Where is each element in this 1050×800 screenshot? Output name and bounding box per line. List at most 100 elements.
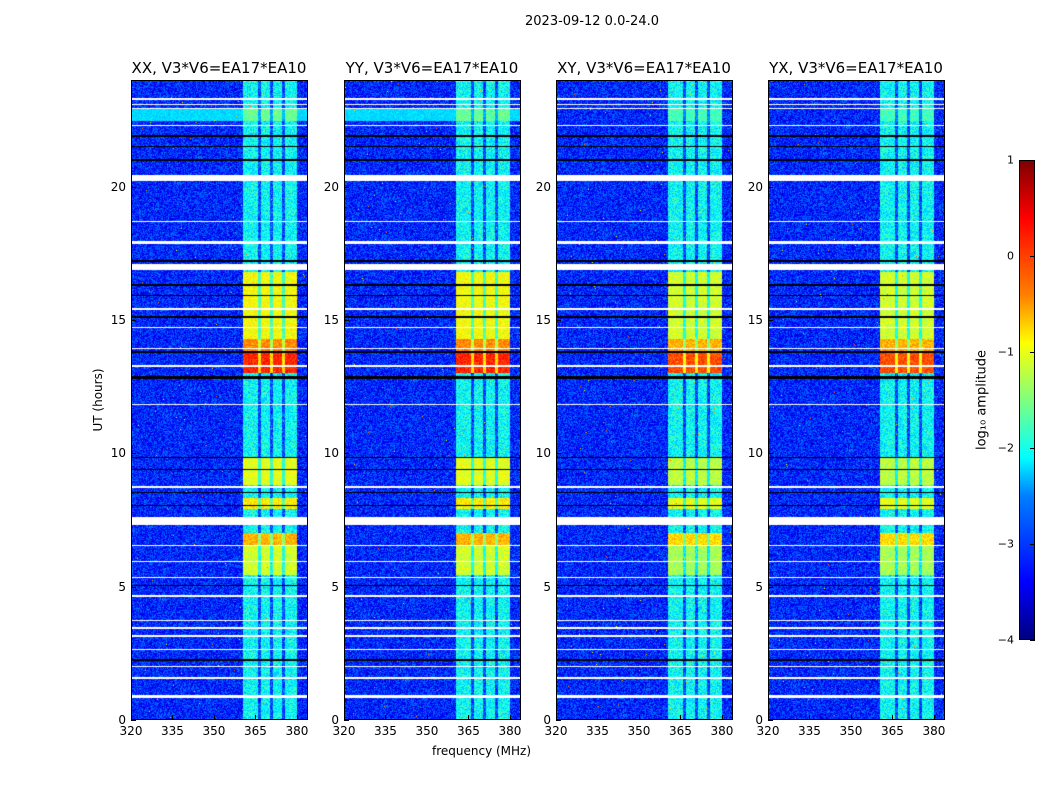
x-tick-label: 320 (544, 724, 568, 738)
x-tick (933, 715, 935, 720)
panel-title: YY, V3*V6=EA17*EA10 (345, 59, 519, 77)
colorbar-label: log₁₀ amplitude (974, 349, 990, 451)
y-axis-label: UT (hours) (91, 368, 105, 432)
panel-title: XY, V3*V6=EA17*EA10 (557, 59, 731, 77)
colorbar-tick-label: −2 (997, 441, 1014, 455)
x-tick-label: 365 (669, 724, 692, 738)
y-tick (131, 453, 136, 455)
x-tick (385, 715, 387, 720)
x-tick (172, 715, 174, 720)
y-tick-label: 10 (323, 446, 339, 461)
y-tick-label: 5 (118, 579, 126, 594)
panel-title: YX, V3*V6=EA17*EA10 (769, 59, 943, 77)
y-tick (344, 186, 349, 188)
x-tick (426, 715, 428, 720)
y-tick-label: 20 (535, 179, 551, 194)
y-tick-label: 0 (331, 713, 339, 727)
heatmap-cells (769, 81, 944, 719)
x-tick (850, 715, 852, 720)
y-tick (131, 320, 136, 321)
x-tick-label: 365 (244, 724, 267, 738)
heatmap-panel-0 (131, 80, 308, 720)
x-tick-label: 320 (119, 724, 143, 738)
x-tick (131, 715, 132, 720)
x-tick (468, 715, 470, 720)
y-tick-label: 20 (323, 179, 339, 194)
x-tick-label: 350 (202, 724, 226, 738)
y-tick (131, 720, 136, 721)
colorbar-tick (1030, 256, 1035, 257)
colorbar-tick-label: 0 (1007, 249, 1014, 263)
y-tick-label: 0 (755, 713, 763, 727)
y-tick (556, 453, 561, 455)
y-tick-label: 15 (110, 313, 126, 327)
x-tick-label: 350 (839, 724, 863, 738)
colorbar (1019, 160, 1035, 640)
x-tick-label: 335 (586, 724, 609, 738)
heatmap-panel-3 (768, 80, 945, 720)
x-tick (556, 715, 557, 720)
y-tick (768, 720, 773, 721)
y-tick-label: 15 (535, 313, 551, 327)
y-tick (344, 720, 349, 721)
y-tick-label: 0 (118, 713, 126, 727)
colorbar-tick-label: 1 (1007, 153, 1014, 167)
y-tick (344, 320, 349, 321)
x-tick (344, 715, 345, 720)
colorbar-tick (1030, 352, 1035, 353)
x-tick (892, 715, 894, 720)
x-tick (296, 715, 298, 720)
x-tick (680, 715, 682, 720)
colorbar-tick-label: −3 (997, 537, 1014, 551)
colorbar-tick (1030, 448, 1035, 449)
y-tick (131, 586, 136, 588)
x-tick (213, 715, 215, 720)
x-tick (768, 715, 769, 720)
x-tick-label: 380 (710, 724, 734, 738)
colorbar-tick (1030, 160, 1035, 161)
y-tick-label: 10 (747, 446, 763, 461)
y-tick (131, 186, 136, 188)
x-tick-label: 365 (457, 724, 480, 738)
y-tick (768, 320, 773, 321)
y-tick-label: 10 (535, 446, 551, 461)
heatmap-cells (345, 81, 520, 719)
heatmap-cells (132, 81, 307, 719)
x-tick (509, 715, 511, 720)
x-tick-label: 350 (415, 724, 439, 738)
x-tick (597, 715, 599, 720)
y-tick (556, 720, 561, 721)
y-tick (344, 453, 349, 455)
x-tick-label: 365 (881, 724, 904, 738)
colorbar-tick (1030, 640, 1035, 641)
colorbar-tick-label: −4 (997, 633, 1014, 647)
x-tick-label: 335 (374, 724, 397, 738)
y-tick (768, 186, 773, 188)
heatmap-cells (557, 81, 732, 719)
x-tick-label: 335 (161, 724, 184, 738)
x-tick (638, 715, 640, 720)
x-tick-label: 320 (756, 724, 780, 738)
y-tick (556, 186, 561, 188)
y-tick-label: 20 (110, 179, 126, 194)
x-tick-label: 320 (332, 724, 356, 738)
figure-title: 2023-09-12 0.0-24.0 (525, 14, 659, 29)
x-tick-label: 380 (285, 724, 309, 738)
y-tick-label: 10 (110, 446, 126, 461)
x-tick-label: 350 (627, 724, 651, 738)
y-tick-label: 15 (747, 313, 763, 327)
x-tick-label: 335 (798, 724, 821, 738)
y-tick (344, 586, 349, 588)
panel-title: XX, V3*V6=EA17*EA10 (131, 59, 307, 77)
y-tick-label: 0 (543, 713, 551, 727)
colorbar-tick (1030, 544, 1035, 545)
y-tick-label: 15 (323, 313, 339, 327)
heatmap-panel-2 (556, 80, 733, 720)
y-tick-label: 5 (543, 579, 551, 594)
y-tick-label: 5 (755, 579, 763, 594)
y-tick (556, 320, 561, 321)
y-tick (768, 586, 773, 588)
x-tick (721, 715, 723, 720)
y-tick-label: 20 (747, 179, 763, 194)
